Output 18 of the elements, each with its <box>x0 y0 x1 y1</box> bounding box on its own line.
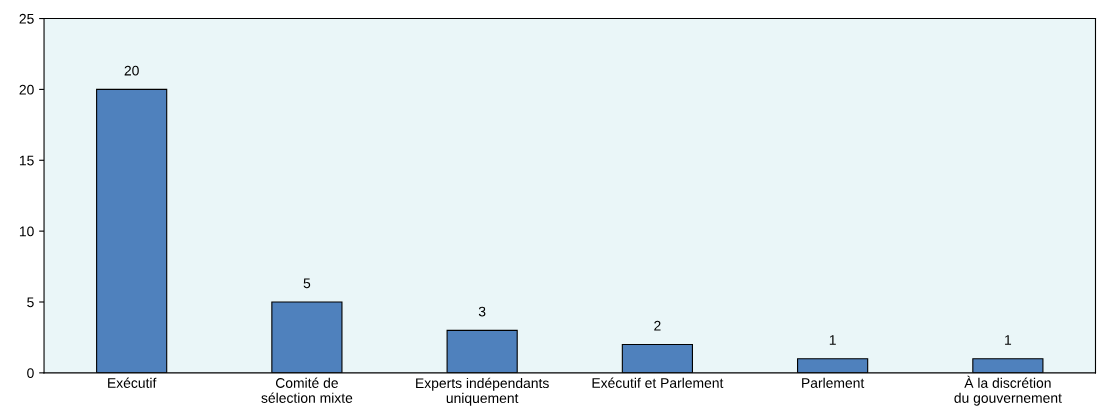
x-tick-label: Exécutif <box>108 377 157 388</box>
data-label: 3 <box>478 306 486 317</box>
x-tick-label: Experts indépendants uniquement <box>416 377 549 406</box>
y-tick-label: 10 <box>19 226 34 237</box>
y-tick-label: 5 <box>27 297 34 308</box>
x-tick-label: À la discrétion du gouvernement <box>954 375 1062 406</box>
data-label: 5 <box>303 278 311 289</box>
data-label: 1 <box>829 335 836 345</box>
y-tick-label: 20 <box>19 84 34 95</box>
data-label: 20 <box>124 65 139 76</box>
data-label: 2 <box>654 320 661 331</box>
y-tick-label: 0 <box>27 368 34 379</box>
data-label: 1 <box>1005 335 1012 345</box>
y-tick-label: 15 <box>19 155 34 166</box>
x-tick-label: Exécutif et Parlement <box>592 377 724 388</box>
y-tick-label: 25 <box>19 13 34 24</box>
x-tick-label: Comité de sélection mixte <box>261 377 353 403</box>
x-tick-label: Parlement <box>802 377 865 388</box>
